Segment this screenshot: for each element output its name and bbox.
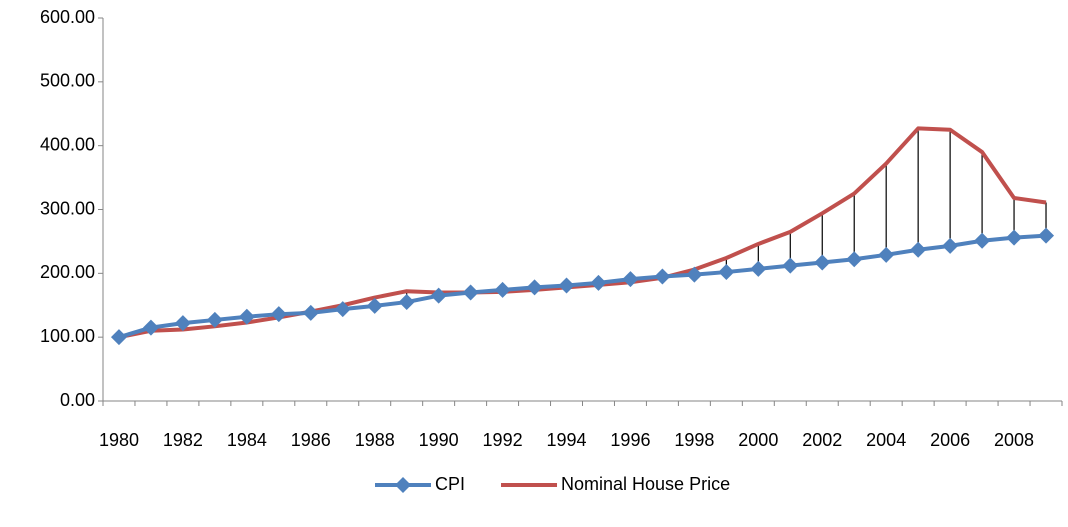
data-point — [686, 266, 703, 283]
x-tick-label: 1996 — [610, 430, 650, 450]
x-tick-label: 2004 — [866, 430, 906, 450]
data-point — [1038, 227, 1055, 244]
x-tick-label: 1988 — [355, 430, 395, 450]
data-point — [366, 297, 383, 314]
x-tick-label: 1990 — [419, 430, 459, 450]
x-tick-label: 1980 — [99, 430, 139, 450]
data-point — [814, 254, 831, 271]
y-tick-label: 0.00 — [60, 390, 95, 410]
data-point — [430, 287, 447, 304]
x-tick-label: 1984 — [227, 430, 267, 450]
data-point — [942, 237, 959, 254]
data-point — [270, 306, 287, 323]
x-tick-label: 1994 — [546, 430, 586, 450]
legend-label: CPI — [435, 474, 465, 494]
x-tick-label: 1982 — [163, 430, 203, 450]
data-point — [846, 251, 863, 268]
y-tick-label: 200.00 — [40, 262, 95, 282]
x-tick-label: 2006 — [930, 430, 970, 450]
x-tick-label: 1992 — [483, 430, 523, 450]
data-point — [1006, 229, 1023, 246]
x-tick-label: 2002 — [802, 430, 842, 450]
data-point — [558, 277, 575, 294]
data-point — [718, 264, 735, 281]
data-point — [590, 274, 607, 291]
y-tick-label: 400.00 — [40, 134, 95, 154]
data-point — [302, 304, 319, 321]
y-tick-label: 500.00 — [40, 71, 95, 91]
data-point — [782, 257, 799, 274]
data-point — [622, 271, 639, 288]
y-tick-label: 600.00 — [40, 7, 95, 27]
data-point — [142, 319, 159, 336]
data-point — [110, 329, 127, 346]
x-tick-label: 2008 — [994, 430, 1034, 450]
series-line — [118, 126, 1047, 340]
data-point — [494, 281, 511, 298]
data-point — [654, 268, 671, 285]
legend-label: Nominal House Price — [561, 474, 730, 494]
y-tick-label: 300.00 — [40, 198, 95, 218]
x-tick-label: 1998 — [674, 430, 714, 450]
data-point — [750, 260, 767, 277]
data-point — [878, 246, 895, 263]
data-point — [974, 232, 991, 249]
y-tick-label: 100.00 — [40, 326, 95, 346]
data-point — [398, 294, 415, 311]
data-point — [206, 311, 223, 328]
data-point — [174, 315, 191, 332]
data-point — [334, 301, 351, 318]
data-point — [462, 284, 479, 301]
legend-marker — [395, 477, 411, 493]
data-point — [526, 279, 543, 296]
data-point — [238, 308, 255, 325]
x-tick-label: 2000 — [738, 430, 778, 450]
data-point — [910, 241, 927, 258]
x-tick-label: 1986 — [291, 430, 331, 450]
